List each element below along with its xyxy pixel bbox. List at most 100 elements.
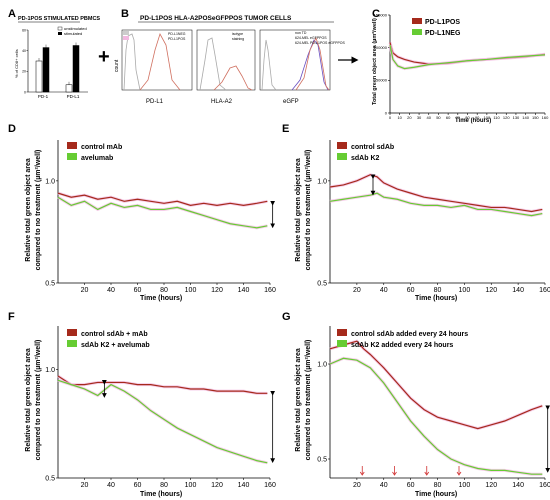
panel-c-xlabel: Time (hours) — [455, 118, 491, 124]
panel-letter-a: A — [8, 8, 16, 20]
legend-a-0: unstimulated — [64, 26, 87, 31]
panel-letter-b: B — [121, 8, 129, 20]
x-tick-label-f: 160 — [264, 482, 276, 489]
panel-a-title: PD-1POS STIMULATED PBMCS — [18, 16, 100, 22]
x-tick-label-c: 30 — [417, 115, 422, 120]
panel-g: 20 40 60 80 100 120 140 160 0.5 1.0 Relative tota… — [295, 326, 550, 498]
panel-e-legend: control sdAb sdAb K2 — [337, 142, 394, 162]
x-tick-label-g: 160 — [539, 482, 550, 489]
x-tick-label-e: 20 — [353, 287, 361, 294]
x-tick-label-d: 120 — [211, 287, 223, 294]
series-line-d-0 — [57, 192, 268, 206]
y-tick-label-f: 0.5 — [45, 475, 55, 482]
panel-letter-g: G — [282, 311, 291, 323]
line-chart-e: 20 40 60 80 100 120 140 160 0.5 1.0 — [317, 140, 550, 294]
legend-c-0: PD-L1POS — [425, 19, 460, 26]
x-tick-label-c: 0 — [389, 115, 392, 120]
plus-sign: + — [98, 46, 110, 68]
category-label-a-0: PD-1 — [38, 94, 49, 99]
panel-d-ylabel-1: Relative total green object area — [25, 158, 32, 262]
panel-d-legend: control mAb avelumab — [67, 142, 122, 162]
legend-e-0: control sdAb — [351, 144, 394, 151]
panel-d-ylabel-2: compared to no treatment (µm²/well) — [35, 150, 42, 271]
legend-b3-0: non TD — [295, 31, 307, 35]
panel-g-ylabel-1: Relative total green object area — [295, 348, 302, 452]
x-tick-label-c: 130 — [513, 115, 520, 120]
panel-f-ylabel-1: Relative total green object area — [25, 348, 32, 452]
panel-letter-f: F — [8, 311, 15, 323]
x-tick-label-e: 80 — [434, 287, 442, 294]
y-tick-label-c: 150000 — [374, 12, 388, 17]
xlabel-egfp: eGFP — [283, 99, 299, 105]
y-tick-label-g: 0.5 — [317, 456, 327, 463]
x-tick-label-d: 160 — [264, 287, 276, 294]
treatment-arrowhead-g — [456, 471, 462, 476]
x-tick-label-g: 100 — [459, 482, 471, 489]
x-tick-label-g: 120 — [485, 482, 497, 489]
x-tick-label-d: 20 — [81, 287, 89, 294]
y-tick-label-d: 0.5 — [45, 280, 55, 287]
panel-a-ylabel: % of CD8+ cells — [14, 49, 19, 78]
x-tick-label-g: 140 — [512, 482, 524, 489]
y-tick-label-d: 1.0 — [45, 178, 55, 185]
legend-f-0: control sdAb + mAb — [81, 331, 148, 338]
panel-g-xlabel: Time (hours) — [415, 491, 457, 498]
treatment-arrowhead-g — [359, 471, 365, 476]
y-tick-label-a: 40 — [22, 49, 26, 53]
y-tick-label-e: 0.5 — [317, 280, 327, 287]
x-tick-label-e: 140 — [512, 287, 524, 294]
panel-g-ylabel-2: compared to no treatment (µm²/well) — [305, 340, 312, 461]
x-tick-label-c: 120 — [503, 115, 510, 120]
y-tick-label-f: 1.0 — [45, 367, 55, 374]
y-tick-label-a: 20 — [22, 70, 26, 74]
x-tick-label-c: 10 — [397, 115, 402, 120]
x-tick-label-f: 60 — [134, 482, 142, 489]
x-tick-label-g: 20 — [353, 482, 361, 489]
panel-e-ylabel-1: Relative total green object area — [295, 158, 302, 262]
line-chart-g: 20 40 60 80 100 120 140 160 0.5 1.0 — [317, 326, 550, 489]
x-tick-label-c: 40 — [427, 115, 432, 120]
panel-d: 20 40 60 80 100 120 140 160 0.5 1.0 Relative tota… — [25, 140, 276, 302]
x-tick-label-c: 80 — [465, 115, 470, 120]
panel-letter-e: E — [282, 123, 289, 135]
panel-g-legend: control sdAb added every 24 hours sdAb K… — [337, 329, 468, 349]
legend-d-1: avelumab — [81, 155, 113, 162]
series-band-f-1 — [57, 378, 268, 465]
series-band-g-0 — [329, 339, 543, 431]
x-tick-label-c: 20 — [407, 115, 412, 120]
x-tick-label-c: 50 — [436, 115, 441, 120]
line-chart-c: 0 10 20 30 40 50 60 70 80 90 100 110 120 130 140 150 160… — [374, 12, 549, 120]
series-line-f-0 — [57, 375, 268, 394]
y-tick-label-e: 1.0 — [317, 178, 327, 185]
treatment-arrowhead-g — [392, 471, 397, 476]
panel-e-ylabel-2: compared to no treatment (µm²/well) — [305, 150, 312, 271]
legend-b1-0: PD-L1NEG — [168, 32, 186, 36]
panel-a-legend: unstimulated stimulated — [57, 26, 87, 36]
x-tick-label-f: 40 — [107, 482, 115, 489]
series-line-d-1 — [57, 196, 268, 229]
series-line-e-0 — [329, 174, 543, 213]
series-line-g-0 — [329, 340, 543, 430]
panel-b-count-label: count — [114, 59, 120, 72]
series-line-f-1 — [57, 379, 268, 464]
y-tick-label-g: 1.0 — [317, 361, 327, 368]
x-tick-label-c: 90 — [475, 115, 480, 120]
y-tick-label-a: 60 — [22, 28, 26, 32]
panel-c-ylabel: Total green object area (µm²/well) — [371, 18, 378, 105]
x-tick-label-c: 70 — [456, 115, 461, 120]
line-chart-d: 20 40 60 80 100 120 140 160 0.5 1.0 — [45, 140, 276, 294]
panel-f-legend: control sdAb + mAb sdAb K2 + avelumab — [67, 329, 150, 349]
panel-e: 20 40 60 80 100 120 140 160 0.5 1.0 Relative tota… — [295, 140, 550, 302]
x-tick-label-f: 140 — [238, 482, 250, 489]
x-tick-label-c: 110 — [493, 115, 500, 120]
x-tick-label-f: 20 — [81, 482, 89, 489]
panel-f: 20 40 60 80 100 120 140 160 0.5 1.0 Relative tota… — [25, 326, 276, 498]
series-line-e-1 — [329, 192, 543, 217]
x-tick-label-e: 160 — [539, 287, 550, 294]
legend-b3-1: 624-MEL eGFPPOS — [295, 36, 327, 40]
bar-a-1-0 — [65, 84, 73, 93]
y-tick-label-a: 0 — [24, 90, 26, 94]
legend-f-1: sdAb K2 + avelumab — [81, 342, 150, 349]
panel-a: PD-1POS STIMULATED PBMCS 0 20 40 60 PD-1 PD-L… — [14, 16, 110, 99]
histogram-hla-a2: isotype staining HLA-A2 — [196, 29, 256, 105]
